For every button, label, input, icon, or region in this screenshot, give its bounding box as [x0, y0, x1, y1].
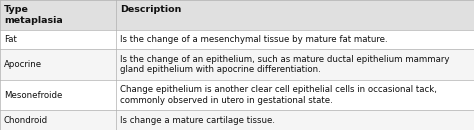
- Text: Chondroid: Chondroid: [4, 116, 48, 125]
- Text: Fat: Fat: [4, 35, 17, 44]
- Text: Apocrine: Apocrine: [4, 60, 42, 69]
- Text: Mesonefroide: Mesonefroide: [4, 90, 62, 100]
- Bar: [0, 0, 474, 30]
- Text: Is the change of a mesenchymal tissue by mature fat mature.: Is the change of a mesenchymal tissue by…: [120, 35, 388, 44]
- Text: Change epithelium is another clear cell epithelial cells in occasional tack,
com: Change epithelium is another clear cell …: [120, 85, 437, 105]
- Bar: [0, 49, 474, 80]
- Text: Is change a mature cartilage tissue.: Is change a mature cartilage tissue.: [120, 116, 275, 125]
- Bar: [0, 80, 474, 110]
- Bar: [0, 110, 474, 130]
- Text: Description: Description: [120, 5, 181, 14]
- Text: Is the change of an epithelium, such as mature ductal epithelium mammary
gland e: Is the change of an epithelium, such as …: [120, 55, 449, 74]
- Bar: [0, 30, 474, 49]
- Text: Type
metaplasia: Type metaplasia: [4, 5, 63, 25]
